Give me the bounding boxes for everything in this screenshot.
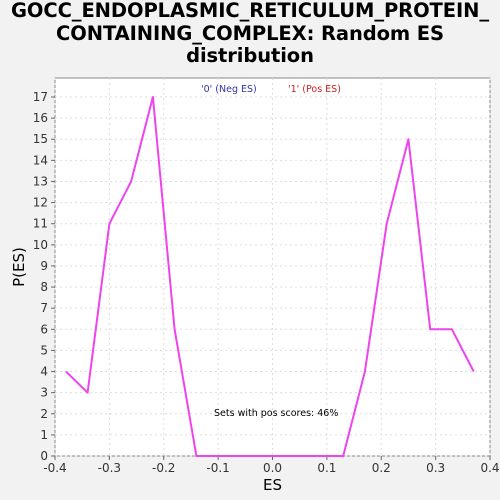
legend-neg-es: '0' (Neg ES) bbox=[201, 84, 257, 95]
x-axis-ticks: -0.4 -0.3 -0.2 -0.1 0.0 0.1 0.2 0.3 0.4 bbox=[43, 456, 500, 475]
distribution-line bbox=[65, 96, 475, 457]
y-axis-label: P(ES) bbox=[10, 247, 28, 287]
x-tick-label: 0.0 bbox=[263, 461, 282, 475]
y-tick-label: 7 bbox=[40, 301, 48, 315]
x-tick-label: 0.1 bbox=[317, 461, 336, 475]
y-tick-label: 9 bbox=[40, 259, 48, 273]
y-tick-label: 5 bbox=[40, 343, 48, 357]
y-tick-label: 4 bbox=[40, 365, 48, 379]
y-tick-label: 15 bbox=[33, 132, 48, 146]
x-tick-label: -0.4 bbox=[43, 461, 66, 475]
pos-score-annotation: Sets with pos scores: 46% bbox=[214, 408, 338, 419]
y-tick-label: 2 bbox=[40, 407, 48, 421]
y-tick-label: 6 bbox=[40, 322, 48, 336]
x-tick-label: 0.4 bbox=[480, 461, 499, 475]
x-tick-label: 0.3 bbox=[426, 461, 445, 475]
y-tick-label: 17 bbox=[33, 90, 48, 104]
y-tick-label: 0 bbox=[40, 449, 48, 463]
y-tick-label: 12 bbox=[33, 196, 48, 210]
y-tick-label: 13 bbox=[33, 174, 48, 188]
chart-title-line-1: GOCC_ENDOPLASMIC_RETICULUM_PROTEIN_ bbox=[10, 0, 490, 22]
chart-title: GOCC_ENDOPLASMIC_RETICULUM_PROTEIN_ CONT… bbox=[0, 0, 500, 68]
series-group bbox=[65, 96, 475, 457]
y-tick-label: 3 bbox=[40, 386, 48, 400]
y-tick-label: 8 bbox=[40, 280, 48, 294]
y-tick-label: 16 bbox=[33, 111, 48, 125]
x-tick-label: -0.2 bbox=[152, 461, 175, 475]
y-tick-label: 10 bbox=[33, 238, 48, 252]
y-tick-label: 1 bbox=[40, 428, 48, 442]
chart-title-line-3: distribution bbox=[186, 44, 314, 67]
chart-title-line-2: CONTAINING_COMPLEX: Random ES bbox=[56, 21, 444, 45]
y-tick-label: 11 bbox=[33, 217, 48, 231]
x-tick-label: -0.3 bbox=[98, 461, 121, 475]
x-tick-label: 0.2 bbox=[372, 461, 391, 475]
legend-pos-es: '1' (Pos ES) bbox=[288, 84, 341, 95]
y-tick-label: 14 bbox=[33, 153, 48, 167]
x-axis-label: ES bbox=[263, 476, 282, 494]
x-tick-label: -0.1 bbox=[206, 461, 229, 475]
